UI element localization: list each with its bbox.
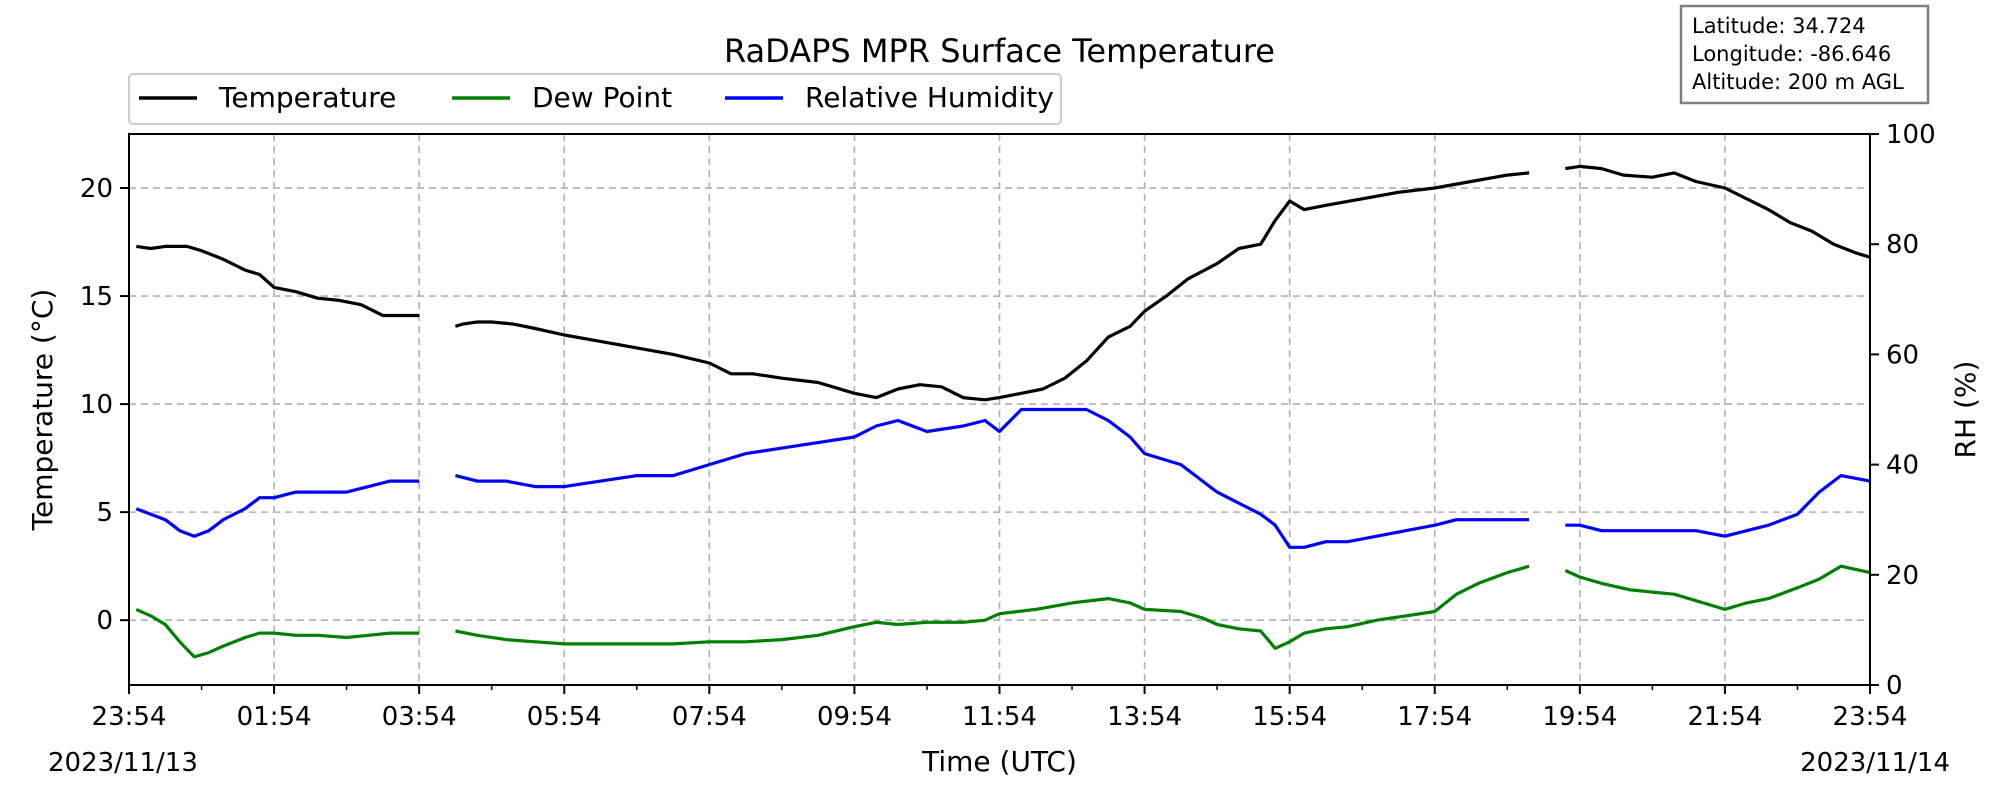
y-left-tick-label: 20 (80, 174, 113, 204)
y-right-tick-label: 40 (1886, 451, 1919, 481)
legend-label-temperature: Temperature (218, 81, 396, 114)
x-tick-label: 21:54 (1687, 702, 1762, 732)
series-line-relative-humidity (135, 479, 420, 538)
series-layer (135, 164, 1871, 659)
y-left-tick-label: 10 (80, 390, 113, 420)
info-longitude: Longitude: -86.646 (1692, 42, 1891, 66)
legend: Temperature Dew Point Relative Humidity (128, 73, 1062, 125)
y-left-axis-label: Temperature (°C) (26, 289, 59, 532)
series-line-dew-point (135, 607, 420, 659)
series-line-relative-humidity (455, 407, 1530, 549)
series-line-dew-point (455, 564, 1530, 650)
x-axis-label: Time (UTC) (921, 745, 1077, 778)
y-right-axis-label: RH (%) (1949, 361, 1982, 459)
info-box-frame (1679, 4, 1930, 105)
x-tick-label: 17:54 (1397, 702, 1472, 732)
x-tick-label: 01:54 (237, 702, 312, 732)
y-right-tick-label: 20 (1886, 561, 1919, 591)
x-tick-label: 19:54 (1542, 702, 1617, 732)
grid-layer (129, 134, 1870, 685)
chart-title: RaDAPS MPR Surface Temperature (724, 32, 1275, 70)
x-tick-label: 15:54 (1252, 702, 1327, 732)
x-end-date: 2023/11/14 (1800, 748, 1950, 778)
series-line-relative-humidity (1565, 474, 1871, 538)
legend-label-dew-point: Dew Point (532, 81, 672, 114)
x-tick-label: 23:54 (1833, 702, 1908, 732)
x-tick-label: 05:54 (527, 702, 602, 732)
y-right-tick-label: 0 (1886, 671, 1903, 701)
info-altitude: Altitude: 200 m AGL (1692, 70, 1904, 94)
info-latitude: Latitude: 34.724 (1692, 14, 1866, 38)
series-line-dew-point (1564, 564, 1871, 612)
legend-label-relative-humidity: Relative Humidity (805, 81, 1054, 114)
x-tick-label: 13:54 (1107, 702, 1182, 732)
series-line-temperature (1565, 164, 1871, 259)
y-left-tick-label: 5 (96, 498, 113, 528)
y-left-tick-label: 0 (96, 606, 113, 636)
y-right-tick-label: 80 (1886, 230, 1919, 260)
x-tick-label: 09:54 (817, 702, 892, 732)
axes-layer: 23:54 01:54 03:54 05:54 07:54 09:54 11:54 13:54… (80, 120, 1936, 732)
y-left-tick-label: 15 (80, 282, 113, 312)
legend-box (128, 73, 1062, 125)
x-tick-label: 07:54 (672, 702, 747, 732)
x-tick-label: 11:54 (962, 702, 1037, 732)
series-line-temperature (454, 171, 1530, 402)
x-start-date: 2023/11/13 (48, 748, 198, 778)
info-box: Latitude: 34.724 Longitude: -86.646 Alti… (1679, 4, 1930, 105)
x-tick-label: 23:54 (92, 702, 167, 732)
x-tick-label: 03:54 (382, 702, 457, 732)
y-right-tick-label: 60 (1886, 340, 1919, 370)
series-line-temperature (136, 244, 420, 318)
y-right-tick-label: 100 (1886, 120, 1936, 150)
